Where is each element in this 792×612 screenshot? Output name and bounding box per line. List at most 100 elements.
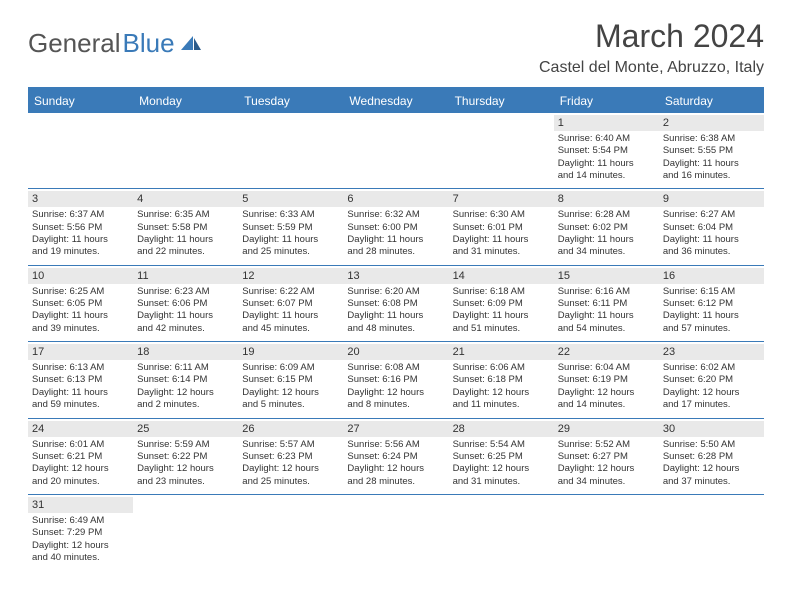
sunrise-text: Sunrise: 6:06 AM — [453, 362, 550, 374]
sunset-text: Sunset: 6:16 PM — [347, 374, 444, 386]
calendar-cell: 20Sunrise: 6:08 AMSunset: 6:16 PMDayligh… — [343, 342, 448, 417]
logo: General Blue — [28, 28, 203, 59]
calendar-cell — [449, 495, 554, 570]
sunset-text: Sunset: 6:15 PM — [242, 374, 339, 386]
week-row: 24Sunrise: 6:01 AMSunset: 6:21 PMDayligh… — [28, 419, 764, 495]
daylight1-text: Daylight: 11 hours — [32, 387, 129, 399]
sunset-text: Sunset: 6:12 PM — [663, 298, 760, 310]
title-block: March 2024 Castel del Monte, Abruzzo, It… — [539, 18, 764, 77]
sunrise-text: Sunrise: 6:37 AM — [32, 209, 129, 221]
daylight1-text: Daylight: 11 hours — [558, 234, 655, 246]
sunrise-text: Sunrise: 6:30 AM — [453, 209, 550, 221]
calendar-cell: 31Sunrise: 6:49 AMSunset: 7:29 PMDayligh… — [28, 495, 133, 570]
sunrise-text: Sunrise: 6:01 AM — [32, 439, 129, 451]
sunset-text: Sunset: 6:22 PM — [137, 451, 234, 463]
sunrise-text: Sunrise: 6:28 AM — [558, 209, 655, 221]
daylight2-text: and 48 minutes. — [347, 323, 444, 335]
sunset-text: Sunset: 6:07 PM — [242, 298, 339, 310]
daylight1-text: Daylight: 12 hours — [32, 463, 129, 475]
sunrise-text: Sunrise: 6:16 AM — [558, 286, 655, 298]
calendar-cell: 1Sunrise: 6:40 AMSunset: 5:54 PMDaylight… — [554, 113, 659, 188]
sunrise-text: Sunrise: 6:11 AM — [137, 362, 234, 374]
sunrise-text: Sunrise: 6:38 AM — [663, 133, 760, 145]
daylight2-text: and 17 minutes. — [663, 399, 760, 411]
daylight1-text: Daylight: 11 hours — [32, 310, 129, 322]
sunset-text: Sunset: 6:19 PM — [558, 374, 655, 386]
daylight2-text: and 16 minutes. — [663, 170, 760, 182]
sunset-text: Sunset: 6:14 PM — [137, 374, 234, 386]
logo-sail-icon — [179, 28, 203, 46]
sunset-text: Sunset: 6:13 PM — [32, 374, 129, 386]
calendar-cell: 7Sunrise: 6:30 AMSunset: 6:01 PMDaylight… — [449, 189, 554, 264]
sunset-text: Sunset: 5:55 PM — [663, 145, 760, 157]
sunset-text: Sunset: 6:27 PM — [558, 451, 655, 463]
day-number: 26 — [238, 421, 343, 437]
logo-text-general: General — [28, 28, 121, 59]
sunset-text: Sunset: 6:28 PM — [663, 451, 760, 463]
calendar-cell — [238, 495, 343, 570]
sunrise-text: Sunrise: 6:20 AM — [347, 286, 444, 298]
sunrise-text: Sunrise: 5:59 AM — [137, 439, 234, 451]
daylight1-text: Daylight: 11 hours — [663, 158, 760, 170]
sunset-text: Sunset: 5:58 PM — [137, 222, 234, 234]
day-number: 19 — [238, 344, 343, 360]
calendar-cell — [659, 495, 764, 570]
day-number: 20 — [343, 344, 448, 360]
daylight2-text: and 40 minutes. — [32, 552, 129, 564]
daylight2-text: and 14 minutes. — [558, 170, 655, 182]
calendar-cell — [554, 495, 659, 570]
sunrise-text: Sunrise: 6:25 AM — [32, 286, 129, 298]
day-header: Saturday — [659, 89, 764, 113]
sunset-text: Sunset: 6:18 PM — [453, 374, 550, 386]
sunrise-text: Sunrise: 5:50 AM — [663, 439, 760, 451]
calendar-cell: 17Sunrise: 6:13 AMSunset: 6:13 PMDayligh… — [28, 342, 133, 417]
day-number: 27 — [343, 421, 448, 437]
daylight2-text: and 28 minutes. — [347, 476, 444, 488]
daylight1-text: Daylight: 12 hours — [663, 387, 760, 399]
header: General Blue March 2024 Castel del Monte… — [0, 0, 792, 77]
sunrise-text: Sunrise: 6:18 AM — [453, 286, 550, 298]
sunrise-text: Sunrise: 5:56 AM — [347, 439, 444, 451]
calendar-cell: 9Sunrise: 6:27 AMSunset: 6:04 PMDaylight… — [659, 189, 764, 264]
day-number: 5 — [238, 191, 343, 207]
sunset-text: Sunset: 6:25 PM — [453, 451, 550, 463]
daylight2-text: and 11 minutes. — [453, 399, 550, 411]
day-header: Monday — [133, 89, 238, 113]
day-header: Thursday — [449, 89, 554, 113]
sunset-text: Sunset: 5:54 PM — [558, 145, 655, 157]
calendar-cell: 19Sunrise: 6:09 AMSunset: 6:15 PMDayligh… — [238, 342, 343, 417]
daylight1-text: Daylight: 11 hours — [347, 234, 444, 246]
calendar-cell: 2Sunrise: 6:38 AMSunset: 5:55 PMDaylight… — [659, 113, 764, 188]
sunrise-text: Sunrise: 6:08 AM — [347, 362, 444, 374]
calendar-cell — [343, 113, 448, 188]
calendar-cell: 18Sunrise: 6:11 AMSunset: 6:14 PMDayligh… — [133, 342, 238, 417]
sunrise-text: Sunrise: 6:02 AM — [663, 362, 760, 374]
daylight2-text: and 28 minutes. — [347, 246, 444, 258]
sunset-text: Sunset: 5:59 PM — [242, 222, 339, 234]
daylight2-text: and 31 minutes. — [453, 246, 550, 258]
daylight2-text: and 34 minutes. — [558, 246, 655, 258]
sunrise-text: Sunrise: 6:15 AM — [663, 286, 760, 298]
calendar-cell: 13Sunrise: 6:20 AMSunset: 6:08 PMDayligh… — [343, 266, 448, 341]
sunrise-text: Sunrise: 5:54 AM — [453, 439, 550, 451]
sunset-text: Sunset: 6:23 PM — [242, 451, 339, 463]
day-number: 4 — [133, 191, 238, 207]
calendar-cell: 14Sunrise: 6:18 AMSunset: 6:09 PMDayligh… — [449, 266, 554, 341]
sunrise-text: Sunrise: 6:23 AM — [137, 286, 234, 298]
sunrise-text: Sunrise: 6:22 AM — [242, 286, 339, 298]
daylight2-text: and 57 minutes. — [663, 323, 760, 335]
sunrise-text: Sunrise: 6:33 AM — [242, 209, 339, 221]
day-number: 8 — [554, 191, 659, 207]
week-row: 17Sunrise: 6:13 AMSunset: 6:13 PMDayligh… — [28, 342, 764, 418]
daylight1-text: Daylight: 12 hours — [32, 540, 129, 552]
daylight2-text: and 42 minutes. — [137, 323, 234, 335]
daylight2-text: and 45 minutes. — [242, 323, 339, 335]
calendar-cell: 29Sunrise: 5:52 AMSunset: 6:27 PMDayligh… — [554, 419, 659, 494]
calendar-cell: 23Sunrise: 6:02 AMSunset: 6:20 PMDayligh… — [659, 342, 764, 417]
sunrise-text: Sunrise: 6:32 AM — [347, 209, 444, 221]
daylight2-text: and 54 minutes. — [558, 323, 655, 335]
sunset-text: Sunset: 6:02 PM — [558, 222, 655, 234]
day-header: Tuesday — [238, 89, 343, 113]
daylight2-text: and 39 minutes. — [32, 323, 129, 335]
day-number: 24 — [28, 421, 133, 437]
